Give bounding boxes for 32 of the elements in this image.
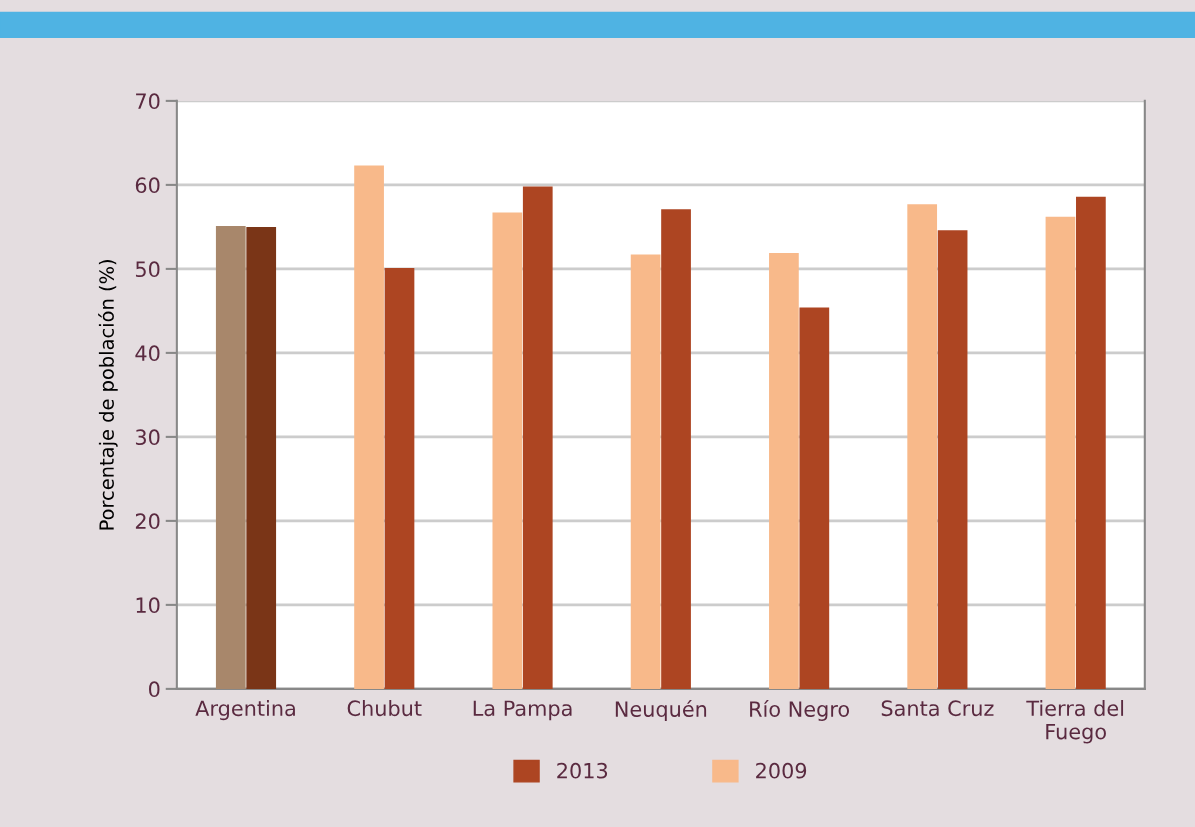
legend-label: 2009 <box>756 762 807 779</box>
y-tick-label: 10 <box>136 597 160 614</box>
bar <box>661 209 691 689</box>
y-tick-label: 0 <box>149 681 160 698</box>
bar <box>354 165 384 689</box>
y-tick-label: 40 <box>135 345 160 362</box>
x-tick-label: Argentina <box>195 700 295 721</box>
y-tick-label: 60 <box>135 177 160 194</box>
bar <box>246 226 277 689</box>
y-tick-label: 50 <box>135 261 160 278</box>
bar <box>215 226 246 689</box>
y-tick-label: 20 <box>135 513 160 530</box>
x-tick-label: Santa Cruz <box>881 700 994 717</box>
bar <box>937 230 968 689</box>
x-tick-label: La Pampa <box>473 700 572 721</box>
bar <box>384 268 415 689</box>
x-tick-label: Tierra del Fuego <box>1026 700 1124 744</box>
x-tick-label: Río Negro <box>750 700 850 721</box>
y-tick-label: 70 <box>136 93 160 110</box>
y-axis-title: Porcentaje de población (%) <box>98 260 118 530</box>
bar <box>630 254 661 689</box>
bar <box>907 204 938 689</box>
x-tick-label: Chubut <box>347 700 422 717</box>
x-tick-label: Neuquén <box>615 700 707 721</box>
bar <box>522 186 553 689</box>
bar <box>769 252 799 689</box>
bar <box>1045 216 1076 689</box>
y-tick-label: 30 <box>135 429 160 446</box>
bar <box>799 307 830 689</box>
bar <box>492 212 523 689</box>
bar <box>1076 196 1106 689</box>
legend-label: 2013 <box>557 762 608 779</box>
